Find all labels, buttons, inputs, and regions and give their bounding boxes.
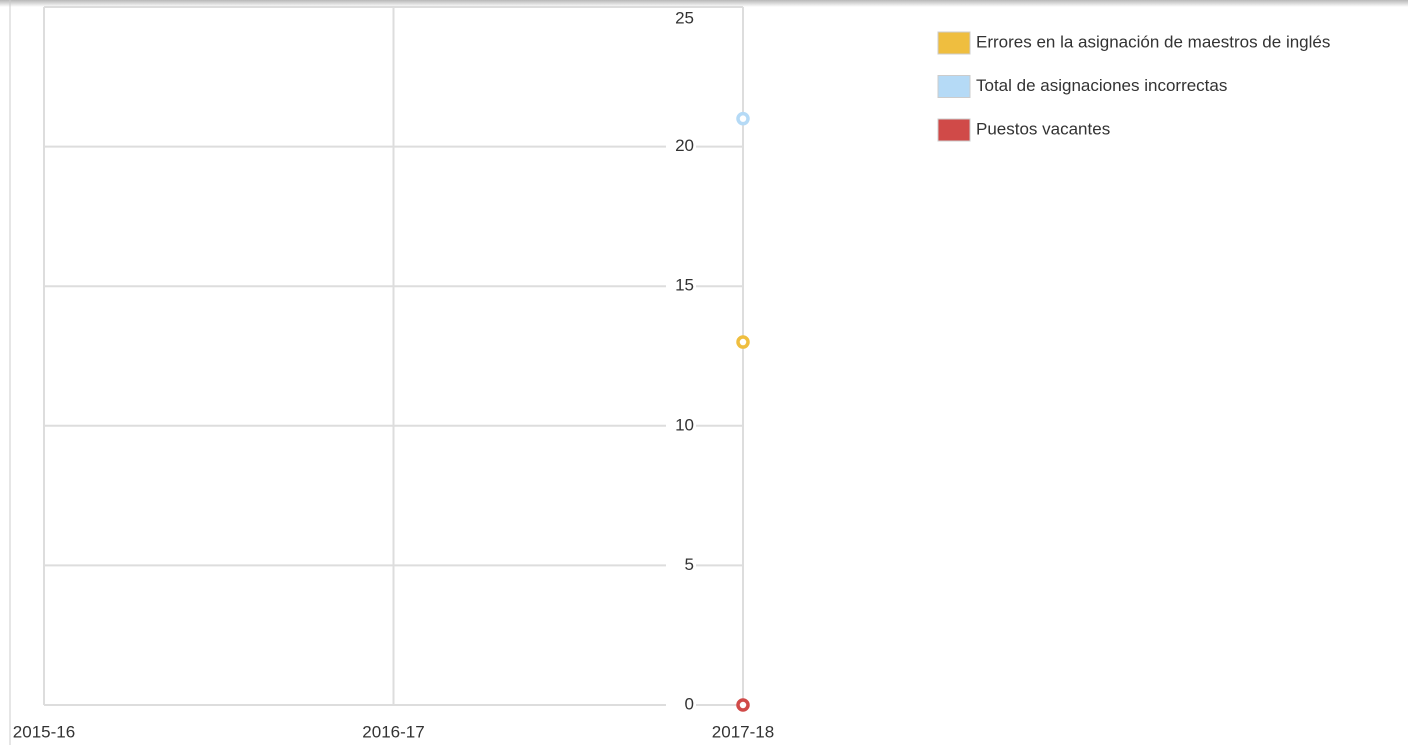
x-tick-label: 2015-16: [13, 722, 75, 741]
legend-swatch: [937, 118, 971, 142]
x-tick-label: 2016-17: [362, 722, 424, 741]
y-tick-label-bg: [666, 695, 696, 715]
y-tick-label-bg: [666, 9, 696, 29]
top-shadow: [0, 0, 1408, 7]
x-tick-label: 2017-18: [712, 722, 774, 741]
point: [736, 698, 750, 712]
legend-label: Errores en la asignación de maestros de …: [976, 32, 1330, 51]
y-tick-label-bg: [666, 555, 696, 576]
y-tick-label: 15: [675, 276, 694, 295]
y-tick-label: 10: [675, 415, 694, 434]
legend-label: Puestos vacantes: [976, 119, 1110, 138]
y-tick-label-bg: [666, 415, 696, 436]
point: [736, 111, 750, 126]
legend-swatch: [937, 31, 971, 55]
legend-swatch: [937, 75, 971, 98]
y-tick-label: 5: [685, 555, 694, 574]
y-tick-label-bg: [666, 136, 696, 157]
y-tick-label-bg: [666, 276, 696, 297]
legend-label: Total de asignaciones incorrectas: [976, 76, 1227, 95]
y-tick-label: 25: [675, 8, 694, 27]
y-tick-label: 0: [685, 694, 694, 713]
y-tick-label: 20: [675, 136, 694, 155]
point: [736, 335, 750, 349]
